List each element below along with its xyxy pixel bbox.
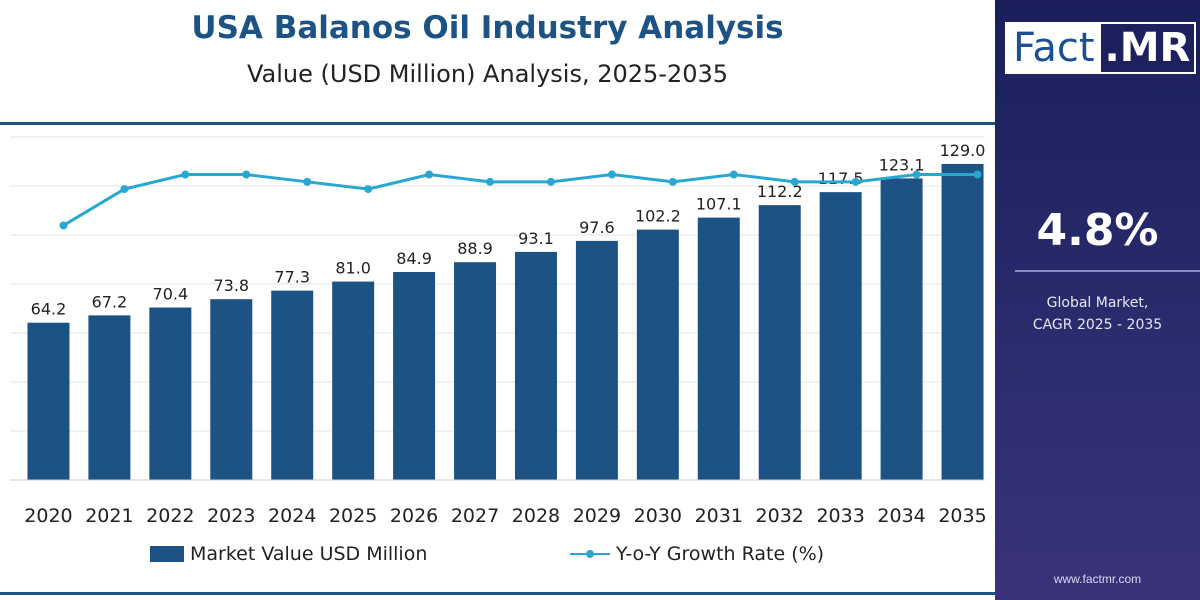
legend-growth-rate: Y-o-Y Growth Rate (%) bbox=[570, 543, 824, 565]
data-label-2030: 102.2 bbox=[635, 207, 681, 226]
growth-point-2020 bbox=[59, 221, 68, 230]
x-tick-2032: 2032 bbox=[756, 505, 804, 527]
side-panel: Fact .MR 4.8% Global Market, CAGR 2025 -… bbox=[995, 0, 1200, 600]
growth-point-2035 bbox=[973, 170, 982, 179]
x-tick-2025: 2025 bbox=[329, 505, 377, 527]
growth-point-2021 bbox=[120, 185, 129, 194]
growth-point-2026 bbox=[425, 170, 434, 179]
growth-point-2033 bbox=[851, 177, 860, 186]
bar-2023 bbox=[210, 299, 253, 480]
x-tick-2027: 2027 bbox=[451, 505, 499, 527]
bar-2029 bbox=[575, 240, 618, 480]
legend-line-swatch bbox=[570, 546, 610, 562]
bar-2035 bbox=[941, 163, 984, 480]
bar-2021 bbox=[88, 315, 131, 480]
growth-point-2023 bbox=[242, 170, 251, 179]
cagr-caption-line1: Global Market, bbox=[1046, 295, 1149, 311]
factmr-logo: Fact .MR bbox=[1005, 22, 1197, 74]
data-label-2031: 107.1 bbox=[696, 195, 742, 214]
growth-point-2032 bbox=[790, 177, 799, 186]
growth-point-2031 bbox=[729, 170, 738, 179]
title-divider bbox=[0, 122, 995, 125]
legend-market-value-label: Market Value USD Million bbox=[190, 543, 428, 565]
bar-2028 bbox=[514, 251, 557, 480]
bar-2024 bbox=[271, 290, 314, 480]
growth-point-2030 bbox=[668, 177, 677, 186]
data-label-2024: 77.3 bbox=[274, 268, 310, 287]
data-label-2028: 93.1 bbox=[518, 229, 554, 248]
bottom-border bbox=[0, 592, 995, 595]
data-label-2026: 84.9 bbox=[396, 249, 432, 268]
x-tick-2034: 2034 bbox=[877, 505, 925, 527]
bar-2033 bbox=[819, 192, 862, 480]
logo-left-text: Fact bbox=[1007, 24, 1101, 72]
growth-point-2027 bbox=[486, 177, 495, 186]
data-label-2025: 81.0 bbox=[335, 259, 371, 278]
bar-2031 bbox=[697, 217, 740, 481]
data-label-2020: 64.2 bbox=[31, 300, 67, 319]
x-tick-2033: 2033 bbox=[816, 505, 864, 527]
legend-growth-rate-label: Y-o-Y Growth Rate (%) bbox=[616, 543, 825, 565]
x-tick-2021: 2021 bbox=[85, 505, 133, 527]
data-label-2032: 112.2 bbox=[757, 182, 803, 201]
x-tick-2020: 2020 bbox=[24, 505, 72, 527]
x-tick-2028: 2028 bbox=[512, 505, 560, 527]
bar-2034 bbox=[880, 178, 923, 480]
x-tick-2024: 2024 bbox=[268, 505, 316, 527]
growth-point-2029 bbox=[607, 170, 616, 179]
x-tick-2023: 2023 bbox=[207, 505, 255, 527]
legend-market-value: Market Value USD Million bbox=[150, 543, 427, 565]
x-tick-2035: 2035 bbox=[938, 505, 986, 527]
bar-2027 bbox=[454, 262, 497, 480]
cagr-value: 4.8% bbox=[1036, 205, 1159, 256]
growth-point-2024 bbox=[303, 177, 312, 186]
cagr-caption: Global Market, CAGR 2025 - 2035 bbox=[995, 292, 1200, 336]
logo-right-text: .MR bbox=[1104, 25, 1191, 71]
x-tick-2029: 2029 bbox=[573, 505, 621, 527]
chart-panel: USA Balanos Oil Industry Analysis Value … bbox=[0, 10, 995, 595]
x-tick-2022: 2022 bbox=[146, 505, 194, 527]
x-tick-2026: 2026 bbox=[390, 505, 438, 527]
data-label-2023: 73.8 bbox=[213, 276, 249, 295]
data-label-2021: 67.2 bbox=[92, 292, 128, 311]
chart-title: USA Balanos Oil Industry Analysis bbox=[191, 10, 784, 46]
data-label-2029: 97.6 bbox=[579, 218, 615, 237]
bar-2026 bbox=[393, 271, 436, 480]
growth-point-2028 bbox=[546, 177, 555, 186]
bar-2030 bbox=[636, 229, 679, 480]
bar-2020 bbox=[27, 322, 70, 480]
growth-point-2034 bbox=[912, 170, 921, 179]
data-label-2035: 129.0 bbox=[940, 141, 986, 160]
data-label-2034: 123.1 bbox=[879, 155, 925, 174]
growth-point-2025 bbox=[364, 185, 373, 194]
growth-rate-line bbox=[62, 173, 978, 227]
bar-line-chart: 64.2 2020 67.2 2021 70.4 2022 73.8 2023 77.3 2024… bbox=[10, 136, 987, 527]
website-url: www.factmr.com bbox=[1053, 572, 1142, 586]
data-label-2027: 88.9 bbox=[457, 239, 493, 258]
x-tick-2031: 2031 bbox=[695, 505, 743, 527]
x-tick-2030: 2030 bbox=[634, 505, 682, 527]
legend-bar-swatch bbox=[150, 546, 184, 562]
chart-subtitle: Value (USD Million) Analysis, 2025-2035 bbox=[246, 60, 729, 88]
bar-2032 bbox=[758, 205, 801, 481]
bar-2025 bbox=[332, 281, 375, 480]
side-divider bbox=[1015, 270, 1200, 272]
data-label-2022: 70.4 bbox=[153, 285, 189, 304]
growth-point-2022 bbox=[181, 170, 190, 179]
bar-2022 bbox=[149, 307, 192, 480]
cagr-caption-line2: CAGR 2025 - 2035 bbox=[1032, 317, 1163, 333]
